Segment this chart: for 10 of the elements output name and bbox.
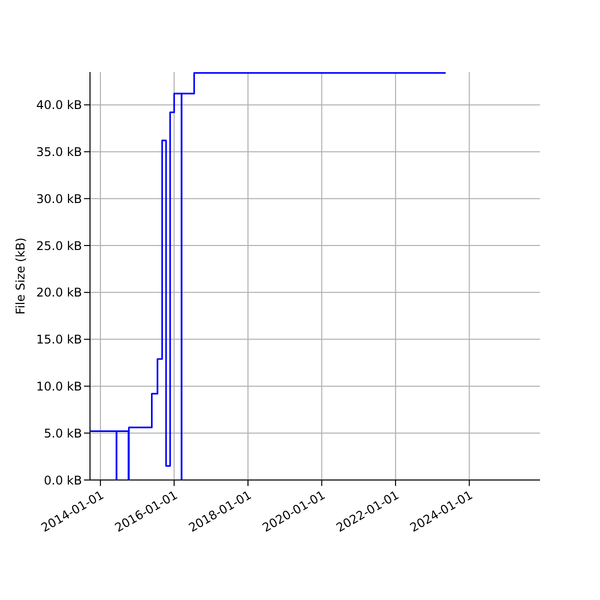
y-tick-label: 0.0 kB xyxy=(44,473,82,488)
y-axis-title: File Size (kB) xyxy=(13,238,28,314)
y-tick-label: 5.0 kB xyxy=(44,426,82,440)
y-tick-label: 35.0 kB xyxy=(36,144,82,159)
y-tick-label: 40.0 kB xyxy=(36,98,82,112)
y-tick-label: 30.0 kB xyxy=(36,192,82,206)
y-tick-label: 20.0 kB xyxy=(36,286,82,300)
y-tick-label: 10.0 kB xyxy=(36,379,82,394)
y-tick-label: 15.0 kB xyxy=(36,332,82,347)
y-tick-label: 25.0 kB xyxy=(36,238,82,253)
